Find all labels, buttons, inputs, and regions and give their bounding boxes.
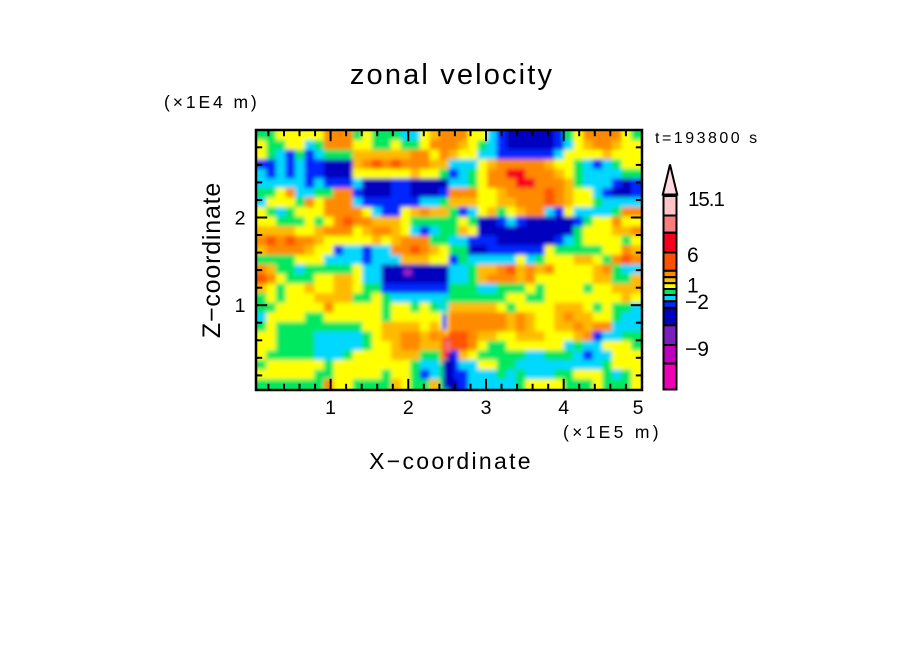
- svg-text:6: 6: [687, 244, 699, 267]
- svg-text:5: 5: [633, 397, 644, 419]
- svg-text:1: 1: [235, 295, 246, 317]
- svg-text:zonal velocity: zonal velocity: [350, 59, 554, 91]
- svg-text:t=193800 s: t=193800 s: [655, 130, 760, 147]
- svg-text:(×1E4 m): (×1E4 m): [164, 92, 260, 112]
- svg-text:1: 1: [325, 397, 336, 419]
- svg-text:−2: −2: [685, 291, 709, 314]
- svg-text:2: 2: [235, 208, 246, 230]
- svg-text:−9: −9: [685, 338, 709, 361]
- svg-text:4: 4: [558, 397, 569, 419]
- svg-text:1: 1: [687, 275, 699, 298]
- svg-text:3: 3: [481, 397, 492, 419]
- svg-text:2: 2: [403, 397, 414, 419]
- svg-text:Z−coordinate: Z−coordinate: [198, 182, 226, 338]
- svg-text:15.1: 15.1: [688, 188, 724, 211]
- svg-text:(×1E5 m): (×1E5 m): [563, 422, 662, 442]
- svg-text:X−coordinate: X−coordinate: [369, 448, 533, 474]
